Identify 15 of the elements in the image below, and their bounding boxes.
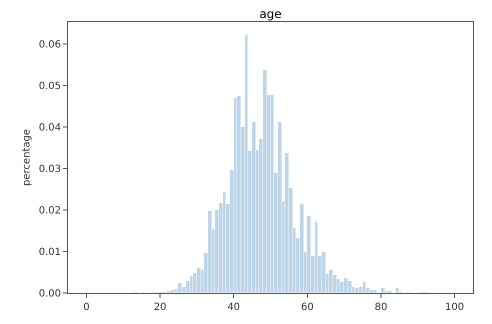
y-tick-label: 0.02	[38, 206, 61, 216]
y-tick-label: 0.03	[38, 164, 61, 175]
y-axis-title: percentage	[22, 129, 33, 186]
y-tick-label: 0.00	[38, 288, 61, 300]
chart-title: age	[259, 7, 282, 22]
x-tick-label: 20	[154, 302, 166, 313]
x-tick-label: 40	[227, 302, 240, 313]
x-tick-label: 80	[374, 302, 388, 313]
y-tick-label: 0.06	[38, 40, 61, 50]
x-tick-label: 100	[445, 302, 464, 313]
y-tick-label: 0.05	[38, 81, 61, 92]
x-tick-label: 0	[83, 302, 90, 313]
x-tick-label: 60	[300, 302, 314, 313]
y-tick-label: 0.04	[38, 122, 61, 134]
y-tick-label: 0.01	[38, 247, 61, 258]
